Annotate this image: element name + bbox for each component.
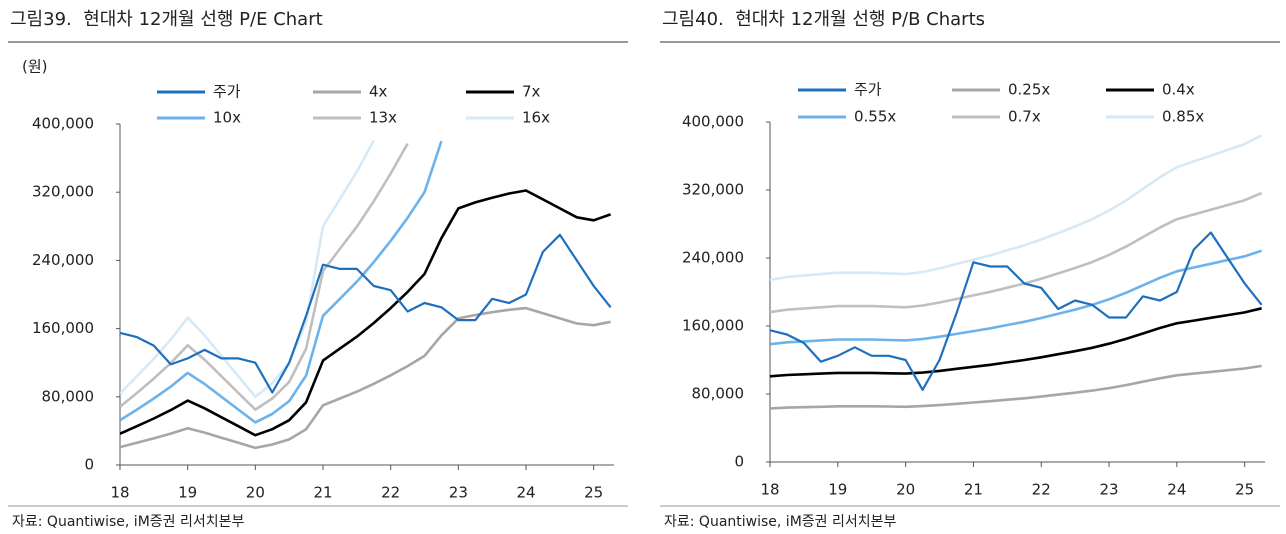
legend-label: 0.55x [854,108,896,126]
x-tick-label: 23 [1099,481,1118,499]
legend-label: 0.4x [1162,81,1195,99]
y-tick-label: 320,000 [32,183,94,201]
series-line [770,134,1263,282]
y-tick-label: 80,000 [42,387,95,405]
y-tick-label: 0 [84,456,94,474]
y-tick-label: 400,000 [682,113,744,131]
y-tick-label: 240,000 [682,249,744,267]
series-line [770,364,1262,410]
series-line [120,142,409,411]
legend-label: 4x [369,83,388,101]
x-tick-label: 20 [896,481,915,499]
chart-title: 그림39. 현대차 12개월 선행 P/E Chart [10,9,323,30]
chart-title: 그림40. 현대차 12개월 선행 P/B Charts [662,9,985,30]
x-tick-label: 20 [246,484,265,502]
y-tick-label: 240,000 [32,251,94,269]
x-tick-label: 22 [1032,481,1051,499]
x-tick-label: 21 [313,484,332,502]
y-tick-label: 400,000 [32,115,94,133]
legend-label: 13x [369,109,397,127]
source: 자료: Quantiwise, iM증권 리서치본부 [12,514,244,530]
x-tick-label: 24 [1167,481,1186,499]
x-tick-label: 21 [964,481,983,499]
x-tick-label: 23 [449,484,468,502]
y-tick-label: 160,000 [682,317,744,335]
series-line [770,231,1263,391]
x-tick-label: 18 [760,481,779,499]
series-line [770,191,1263,314]
x-tick-label: 19 [828,481,847,499]
source: 자료: Quantiwise, iM증권 리서치본부 [664,514,896,530]
x-tick-label: 19 [178,484,197,502]
legend-label: 7x [522,83,541,101]
series-line [120,139,375,399]
legend-label: 0.25x [1008,81,1050,99]
series-line [120,140,443,424]
x-tick-label: 25 [1235,481,1254,499]
series-line [770,249,1263,346]
x-tick-label: 18 [110,484,129,502]
series-line [120,306,611,450]
y-unit: (원) [22,58,48,76]
y-tick-label: 0 [734,453,744,471]
y-tick-label: 80,000 [692,385,745,403]
x-tick-label: 22 [381,484,400,502]
legend-label: 0.7x [1008,108,1041,126]
legend-label: 주가 [854,81,882,99]
y-tick-label: 160,000 [32,319,94,337]
series-line [120,189,612,437]
plot-area [770,134,1263,410]
legend-label: 주가 [213,83,241,101]
series-line [120,233,612,394]
plot-area [120,139,612,450]
x-tick-label: 24 [516,484,535,502]
legend-label: 10x [213,109,241,127]
x-tick-label: 25 [584,484,603,502]
series-line [770,307,1262,378]
y-tick-label: 320,000 [682,181,744,199]
legend-label: 0.85x [1162,108,1204,126]
legend-label: 16x [522,109,550,127]
